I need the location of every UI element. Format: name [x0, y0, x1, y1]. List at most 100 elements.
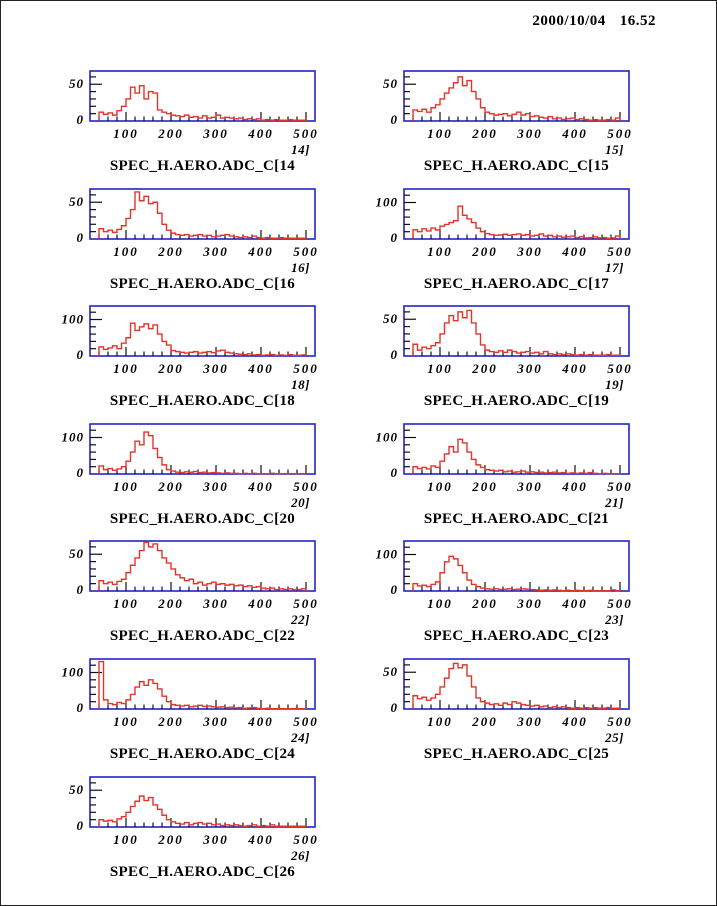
- plot-index-label: 23]: [604, 612, 624, 627]
- histogram-line: [412, 555, 621, 592]
- plot-frame: [89, 70, 316, 122]
- x-tick-label: 500: [293, 832, 319, 847]
- x-tick-label: 500: [607, 126, 633, 141]
- y-max-label: 50: [69, 194, 84, 209]
- time-text: 16.52: [619, 13, 656, 29]
- plot-frame: [403, 70, 630, 122]
- plot-title: SPEC_H.AERO.ADC_C[18: [110, 393, 295, 409]
- y-zero-label: 0: [77, 347, 85, 362]
- x-tick-label: 500: [607, 714, 633, 729]
- histogram-cell-15: 100 200 300 400 500 50 0 15] SPEC_H.AERO.ADC_C[1…: [349, 63, 649, 175]
- plot-index-label: 20]: [290, 495, 310, 510]
- x-tick-label: 400: [247, 244, 274, 259]
- histogram-cell-24: 100 200 300 400 500 100 0 24] SPEC_H.AERO.ADC_C[…: [35, 651, 335, 763]
- histogram-cell-22: 100 200 300 400 500 50 0 22] SPEC_H.AERO.ADC_C[2…: [35, 533, 335, 645]
- histogram-cell-26: 100 200 300 400 500 50 0 26] SPEC_H.AERO.ADC_C[2…: [35, 769, 335, 881]
- x-tick-label: 500: [607, 244, 633, 259]
- histogram-plot: 100 200 300 400 50050014]SPEC_H.AERO.ADC_C[1…: [69, 70, 317, 174]
- x-tick-label: 300: [202, 832, 229, 847]
- plot-index-label: 14]: [291, 142, 310, 157]
- plot-frame: [89, 776, 316, 828]
- x-tick-label: 400: [247, 832, 274, 847]
- x-tick-label: 300: [202, 479, 229, 494]
- x-tick-label: 300: [516, 244, 543, 259]
- plot-index-label: 17]: [605, 260, 624, 275]
- x-tick-label: 400: [247, 361, 274, 376]
- y-zero-label: 0: [391, 230, 399, 245]
- plot-frame: [403, 305, 630, 357]
- y-zero-label: 0: [391, 347, 399, 362]
- plot-index-label: 25]: [604, 730, 624, 745]
- plot-index-label: 24]: [290, 730, 310, 745]
- y-zero-label: 0: [391, 700, 399, 715]
- x-tick-label: 500: [293, 596, 319, 611]
- date-text: 2000/10/04: [532, 13, 606, 29]
- x-tick-label: 400: [247, 126, 274, 141]
- plot-title: SPEC_H.AERO.ADC_C[22: [110, 628, 295, 644]
- plot-title: SPEC_H.AERO.ADC_C[19: [424, 393, 609, 409]
- x-tick-label: 400: [561, 479, 588, 494]
- x-tick-label: 200: [471, 361, 498, 376]
- plot-title: SPEC_H.AERO.ADC_C[15: [424, 158, 609, 174]
- plot-frame: [403, 188, 630, 240]
- x-tick-label: 400: [561, 126, 588, 141]
- histogram-plot: 100 200 300 400 50050015]SPEC_H.AERO.ADC_C[1…: [383, 70, 633, 174]
- histogram-cell-20: 100 200 300 400 500 100 0 20] SPEC_H.AERO.ADC_C[…: [35, 416, 335, 528]
- histogram-cell-16: 100 200 300 400 500 50 0 16] SPEC_H.AERO.ADC_C[1…: [35, 181, 335, 293]
- plot-title: SPEC_H.AERO.ADC_C[26: [110, 864, 295, 880]
- y-zero-label: 0: [391, 465, 399, 480]
- y-zero-label: 0: [391, 112, 399, 127]
- x-tick-label: 300: [202, 596, 229, 611]
- plot-index-label: 19]: [605, 377, 624, 392]
- x-tick-label: 200: [471, 126, 498, 141]
- x-tick-label: 200: [157, 832, 184, 847]
- y-max-label: 100: [62, 430, 85, 445]
- x-tick-label: 100: [427, 714, 453, 729]
- x-tick-label: 200: [471, 714, 498, 729]
- y-zero-label: 0: [77, 112, 85, 127]
- x-tick-label: 100: [113, 479, 139, 494]
- histogram-plot: 100 200 300 400 50050025]SPEC_H.AERO.ADC_C[2…: [383, 658, 633, 762]
- x-tick-label: 300: [202, 244, 229, 259]
- x-tick-label: 100: [113, 596, 139, 611]
- x-tick-label: 500: [293, 714, 319, 729]
- x-tick-label: 200: [157, 361, 184, 376]
- x-tick-label: 200: [471, 479, 498, 494]
- x-tick-label: 400: [247, 714, 274, 729]
- x-tick-label: 300: [516, 361, 543, 376]
- histogram-line: [98, 322, 307, 356]
- x-tick-label: 500: [607, 596, 633, 611]
- x-tick-label: 100: [113, 832, 139, 847]
- y-max-label: 100: [376, 547, 399, 562]
- histogram-cell-25: 100 200 300 400 500 50 0 25] SPEC_H.AERO.ADC_C[2…: [349, 651, 649, 763]
- x-tick-label: 200: [157, 479, 184, 494]
- plot-title: SPEC_H.AERO.ADC_C[25: [424, 746, 609, 762]
- histogram-line: [98, 660, 307, 710]
- x-tick-label: 100: [113, 714, 139, 729]
- y-max-label: 50: [69, 782, 84, 797]
- x-tick-label: 500: [293, 361, 319, 376]
- histogram-plot: 100 200 300 400 500 100 0 21]SPEC_H.AERO.ADC_C[…: [376, 423, 633, 527]
- plot-frame: [89, 305, 316, 357]
- y-zero-label: 0: [77, 465, 85, 480]
- plot-index-label: 21]: [604, 495, 624, 510]
- plot-title: SPEC_H.AERO.ADC_C[23: [424, 628, 609, 644]
- x-tick-label: 300: [516, 126, 543, 141]
- plot-frame: [403, 423, 630, 475]
- plot-frame: [403, 658, 630, 710]
- histogram-line: [412, 662, 621, 709]
- histogram-line: [412, 76, 621, 121]
- histogram-plot: 100 200 300 400 500 100 0 17]SPEC_H.AERO.ADC_C[…: [376, 188, 633, 292]
- y-max-label: 100: [62, 665, 85, 680]
- x-tick-label: 500: [293, 244, 319, 259]
- x-tick-label: 300: [516, 714, 543, 729]
- x-tick-label: 100: [113, 361, 139, 376]
- x-tick-label: 500: [607, 479, 633, 494]
- plot-index-label: 18]: [291, 377, 310, 392]
- plot-index-label: 26]: [290, 848, 310, 863]
- plot-title: SPEC_H.AERO.ADC_C[20: [110, 511, 295, 527]
- x-tick-label: 400: [561, 714, 588, 729]
- x-tick-label: 500: [293, 479, 319, 494]
- histogram-plot: 100 200 300 400 50050026]SPEC_H.AERO.ADC_C[2…: [69, 776, 319, 880]
- x-tick-label: 100: [427, 126, 453, 141]
